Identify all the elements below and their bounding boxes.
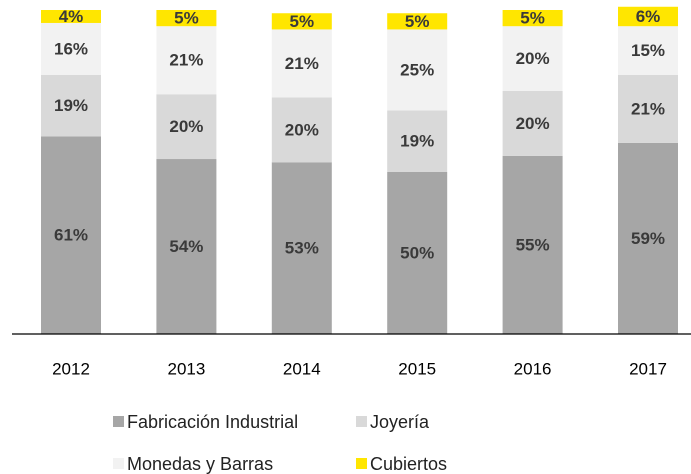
value-label: 55% <box>516 235 550 254</box>
bar-segment <box>156 26 217 95</box>
x-tick-label: 2017 <box>629 359 667 378</box>
value-label: 21% <box>631 99 665 118</box>
bar-segment <box>271 13 332 30</box>
value-label: 5% <box>290 12 315 31</box>
value-label: 20% <box>516 114 550 133</box>
value-label: 59% <box>631 229 665 248</box>
value-label: 5% <box>405 12 430 31</box>
bar-segment <box>387 29 448 111</box>
bar-segment <box>502 91 563 156</box>
legend-label: Fabricación Industrial <box>127 412 298 432</box>
bar-segment <box>156 94 217 160</box>
value-label: 16% <box>54 39 88 58</box>
bar-segment <box>502 26 563 92</box>
value-label: 20% <box>516 49 550 68</box>
value-label: 5% <box>520 9 545 28</box>
bar-segment <box>271 97 332 163</box>
bar-segment <box>618 6 678 27</box>
x-tick-label: 2016 <box>514 359 552 378</box>
legend-swatch <box>356 458 367 469</box>
value-label: 19% <box>54 96 88 115</box>
legend-swatch <box>113 458 124 469</box>
x-tick-label: 2015 <box>398 359 436 378</box>
value-label: 54% <box>169 237 203 256</box>
legend-label: Monedas y Barras <box>127 454 273 474</box>
value-label: 21% <box>285 54 319 73</box>
value-label: 20% <box>285 120 319 139</box>
bar-segment <box>618 142 678 334</box>
bar-segment <box>387 13 448 30</box>
bar-segment <box>41 74 101 137</box>
bar-segment <box>41 10 101 23</box>
bar-segment <box>618 26 678 75</box>
bar-segment <box>41 22 101 75</box>
value-label: 53% <box>285 239 319 258</box>
bar-segment <box>502 10 563 27</box>
bar-segment <box>387 172 448 334</box>
x-tick-label: 2014 <box>283 359 321 378</box>
value-label: 50% <box>400 243 434 262</box>
bar-segment <box>618 74 678 143</box>
value-label: 20% <box>169 117 203 136</box>
value-label: 19% <box>400 132 434 151</box>
x-tick-label: 2012 <box>52 359 90 378</box>
bar-segment <box>271 162 332 334</box>
bar-segment <box>502 155 563 334</box>
legend-label: Joyería <box>370 412 430 432</box>
value-label: 21% <box>169 51 203 70</box>
value-label: 25% <box>400 60 434 79</box>
bar-segment <box>271 29 332 98</box>
value-label: 15% <box>631 41 665 60</box>
bar-segment <box>156 10 217 27</box>
value-label: 5% <box>174 9 199 28</box>
value-label: 6% <box>636 7 661 26</box>
value-label: 4% <box>59 7 84 26</box>
bar-segment <box>387 110 448 172</box>
x-tick-label: 2013 <box>167 359 205 378</box>
value-label: 61% <box>54 226 88 245</box>
legend-swatch <box>113 416 124 427</box>
legend-swatch <box>356 416 367 427</box>
legend-label: Cubiertos <box>370 454 447 474</box>
bar-segment <box>41 136 101 334</box>
bar-segment <box>156 159 217 334</box>
